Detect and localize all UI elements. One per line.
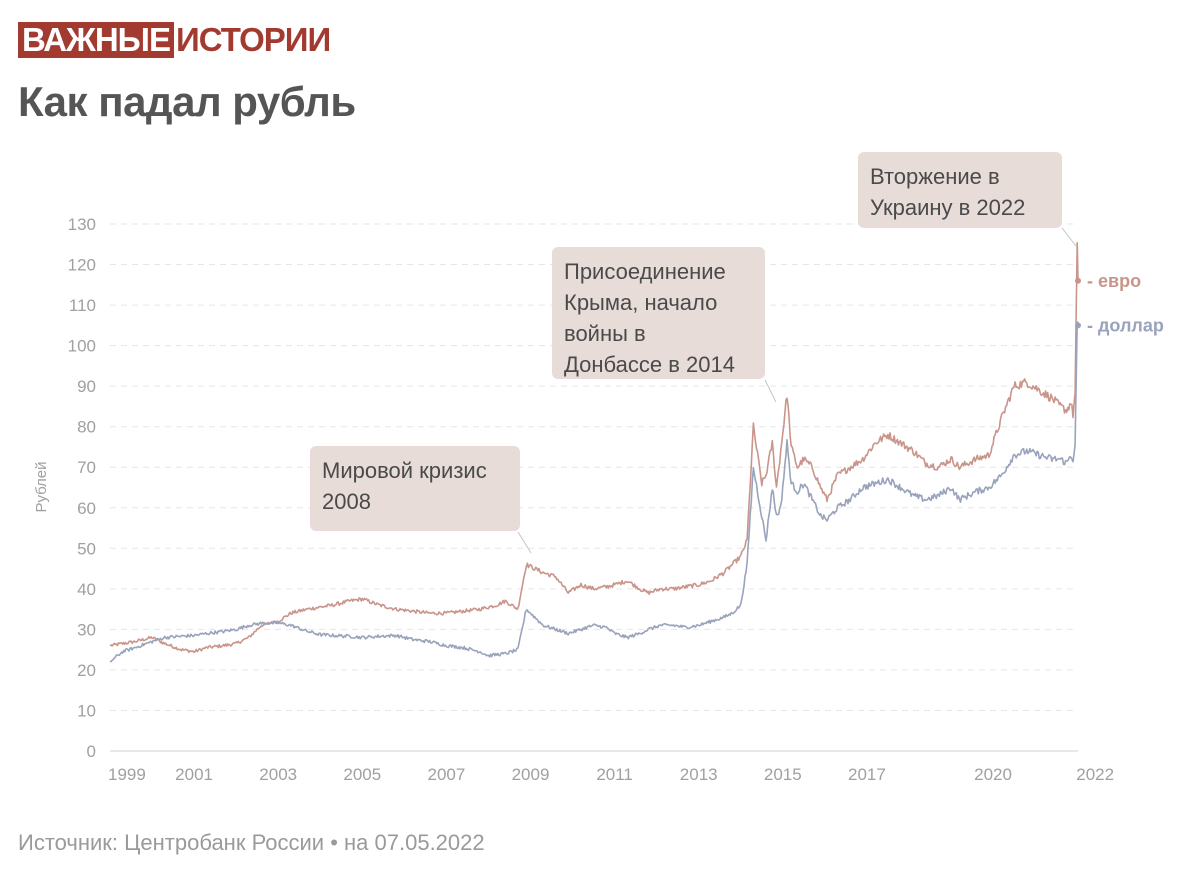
logo-part2: ИСТОРИИ xyxy=(176,21,331,58)
series-line-usd xyxy=(109,321,1079,663)
chart-title: Как падал рубль xyxy=(18,78,356,125)
annotation-invasion-2022: Вторжение в Украину в 2022 xyxy=(858,152,1062,228)
y-tick-label: 110 xyxy=(69,296,96,315)
series-end-point xyxy=(1075,277,1081,284)
y-tick-label: 70 xyxy=(77,458,96,477)
y-tick-label: 30 xyxy=(77,620,96,639)
y-tick-label: 90 xyxy=(77,377,96,396)
source-note: Источник: Центробанк России • на 07.05.2… xyxy=(18,830,485,855)
x-tick-label: 1999 xyxy=(108,765,146,784)
logo-part1: ВАЖНЫЕ xyxy=(18,22,174,58)
annotation-crisis-2008: Мировой кризис 2008 xyxy=(310,446,520,531)
y-axis-label: Рублей xyxy=(33,461,50,512)
y-tick-label: 80 xyxy=(77,418,96,437)
y-tick-label: 10 xyxy=(77,701,96,720)
x-tick-label: 2015 xyxy=(764,765,802,784)
y-tick-label: 40 xyxy=(77,580,96,599)
leader-crisis xyxy=(517,531,532,554)
y-tick-label: 60 xyxy=(77,499,96,518)
x-tick-label: 2001 xyxy=(175,765,213,784)
annotation-crimea-2014: Присоединение Крыма, начало войны в Донб… xyxy=(552,247,765,379)
x-tick-label: 2007 xyxy=(427,765,465,784)
y-tick-label: 130 xyxy=(68,215,96,234)
series-group xyxy=(109,242,1079,663)
y-tick-label: 20 xyxy=(77,661,96,680)
series-end-label-euro: - евро xyxy=(1087,271,1141,291)
brand-logo: ВАЖНЫЕ ИСТОРИИ xyxy=(18,21,331,58)
x-tick-label: 2009 xyxy=(512,765,550,784)
leader-crimea xyxy=(764,379,777,403)
y-tick-label: 100 xyxy=(68,337,96,356)
leader-invasion xyxy=(1061,227,1077,247)
x-axis-ticks: 1999 2001 2003 2005 2007 2009 2011 2013 2015 2017… xyxy=(108,765,1114,784)
y-tick-label: 0 xyxy=(87,742,96,761)
series-end-labels: - евро - доллар xyxy=(1075,271,1164,335)
x-tick-label: 2020 xyxy=(974,765,1012,784)
x-tick-label: 2013 xyxy=(680,765,718,784)
y-tick-label: 50 xyxy=(77,539,96,558)
x-tick-label: 2011 xyxy=(596,765,633,784)
x-tick-label: 2017 xyxy=(848,765,886,784)
annotation-leaders xyxy=(517,227,1077,554)
series-end-point xyxy=(1075,322,1081,329)
y-axis-ticks: 0 10 20 30 40 50 60 70 80 90 100 110 120 130 xyxy=(68,215,96,761)
x-tick-label: 2003 xyxy=(259,765,297,784)
x-tick-label: 2005 xyxy=(343,765,381,784)
x-tick-label: 2022 xyxy=(1076,765,1114,784)
series-end-label-usd: - доллар xyxy=(1087,315,1164,335)
y-tick-label: 120 xyxy=(68,256,96,275)
